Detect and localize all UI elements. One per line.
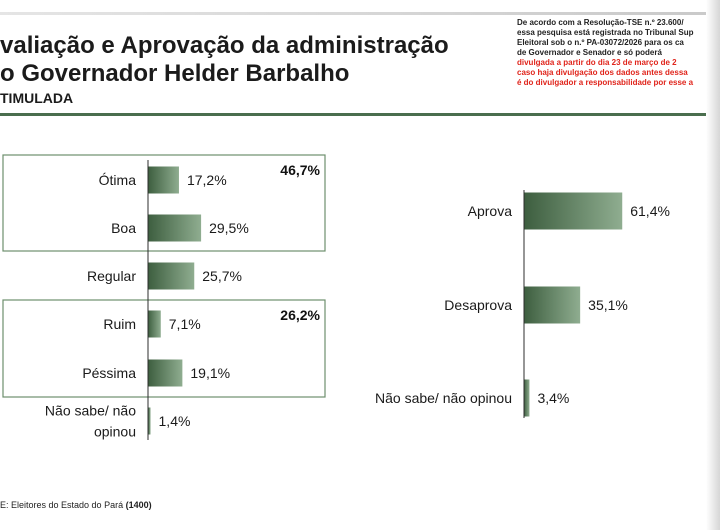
category-label: opinou (94, 424, 136, 440)
data-label: 3,4% (537, 390, 569, 406)
data-label: 7,1% (169, 316, 201, 332)
data-label: 61,4% (630, 203, 670, 219)
category-label: Não sabe/ não opinou (375, 390, 512, 406)
top-rule (0, 12, 720, 15)
bar (148, 310, 161, 338)
data-label: 19,1% (190, 365, 230, 381)
group-total-label: 46,7% (280, 162, 320, 178)
bar (148, 359, 183, 387)
category-label: Boa (111, 220, 136, 236)
category-label: Ruim (103, 316, 136, 332)
legal-notice: De acordo com a Resolução-TSE n.º 23.600… (517, 18, 720, 92)
right-frame-shadow (706, 0, 720, 530)
data-label: 25,7% (202, 268, 242, 284)
data-label: 35,1% (588, 297, 628, 313)
category-label: Não sabe/ não (45, 403, 136, 419)
header-green-rule (0, 113, 712, 116)
data-label: 1,4% (159, 413, 191, 429)
page-title-line-1: valiação e Aprovação da administração (0, 32, 449, 59)
category-label: Desaprova (444, 297, 512, 313)
category-label: Aprova (468, 203, 513, 219)
legal-notice-line: caso haja divulgação dos dados antes des… (517, 68, 688, 77)
bar (148, 166, 179, 194)
legal-notice-line: De acordo com a Resolução-TSE n.º 23.600… (517, 18, 684, 27)
source-text: E: Eleitores do Estado do Pará (0, 500, 126, 510)
bar (148, 214, 202, 242)
source-footer: E: Eleitores do Estado do Pará (1400) (0, 500, 152, 510)
legal-notice-line: essa pesquisa está registrada no Tribuna… (517, 28, 694, 37)
page-title-line-2: o Governador Helder Barbalho (0, 60, 350, 87)
group-total-label: 26,2% (280, 307, 320, 323)
group-frame-top (2, 154, 326, 252)
bar (524, 286, 581, 324)
category-label: Regular (87, 268, 136, 284)
data-label: 29,5% (209, 220, 249, 236)
legal-notice-line: de Governador e Senador e só poderá (517, 48, 662, 57)
bar (148, 262, 195, 290)
legal-notice-line: divulgada a partir do dia 23 de março de… (517, 58, 677, 67)
bar (148, 407, 151, 435)
group-frame-bottom (2, 299, 326, 398)
sample-count: (1400) (125, 500, 152, 510)
legal-notice-line: Eleitoral sob o n.º PA-03072/2026 para o… (517, 38, 684, 47)
legal-notice-line: é do divulgador a responsabilidade por e… (517, 78, 694, 87)
page-subtitle: TIMULADA (0, 90, 74, 106)
bar (524, 379, 530, 417)
category-label: Ótima (99, 172, 137, 188)
bar (524, 192, 623, 230)
data-label: 17,2% (187, 172, 227, 188)
category-label: Péssima (82, 365, 136, 381)
